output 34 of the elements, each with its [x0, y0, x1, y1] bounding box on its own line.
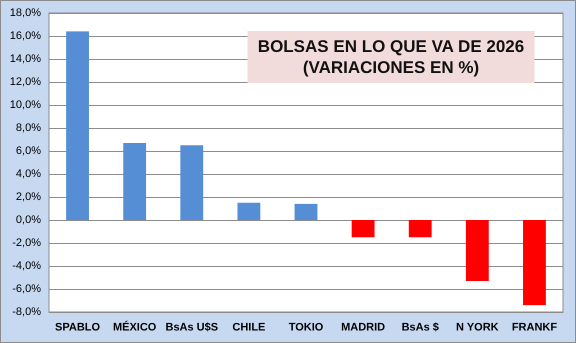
x-tick-label: MADRID — [341, 322, 386, 334]
text: (VARIACIONES EN %) — [302, 58, 480, 77]
y-tick-label: -4,0% — [12, 260, 42, 272]
y-tick-label: 18,0% — [10, 7, 42, 19]
text: BOLSAS EN LO QUE VA DE 2026 — [258, 37, 524, 56]
y-tick-label: 0,0% — [16, 214, 42, 226]
bar — [352, 220, 375, 238]
y-tick-label: 2,0% — [16, 191, 42, 203]
bar — [408, 220, 432, 238]
x-tick-label: BsAs $ — [402, 322, 439, 334]
x-tick-label: FRANKF — [512, 322, 558, 334]
y-tick-label: 8,0% — [16, 122, 42, 134]
bar — [123, 142, 146, 220]
y-tick-label: 16,0% — [10, 30, 42, 42]
bar — [237, 202, 260, 220]
bar — [66, 31, 89, 220]
y-tick-label: 12,0% — [10, 76, 42, 88]
x-tick-label: TOKIO — [288, 322, 324, 334]
y-tick-label: -6,0% — [12, 283, 42, 295]
bar — [294, 204, 318, 220]
bar — [180, 145, 204, 220]
y-tick-label: 4,0% — [16, 168, 42, 180]
y-tick-label: -8,0% — [12, 306, 42, 318]
x-tick-label: MÉXICO — [112, 320, 157, 334]
bar — [523, 220, 546, 306]
x-tick-label: CHILE — [232, 322, 266, 334]
x-tick-label: SPABLO — [55, 322, 101, 334]
y-tick-label: -2,0% — [12, 237, 42, 249]
bar — [466, 220, 489, 281]
y-tick-label: 6,0% — [16, 145, 42, 157]
x-tick-label: BsAs U$S — [165, 322, 218, 334]
y-tick-label: 14,0% — [10, 53, 42, 65]
x-tick-label: N YORK — [456, 322, 499, 334]
y-tick-label: 10,0% — [10, 99, 42, 111]
